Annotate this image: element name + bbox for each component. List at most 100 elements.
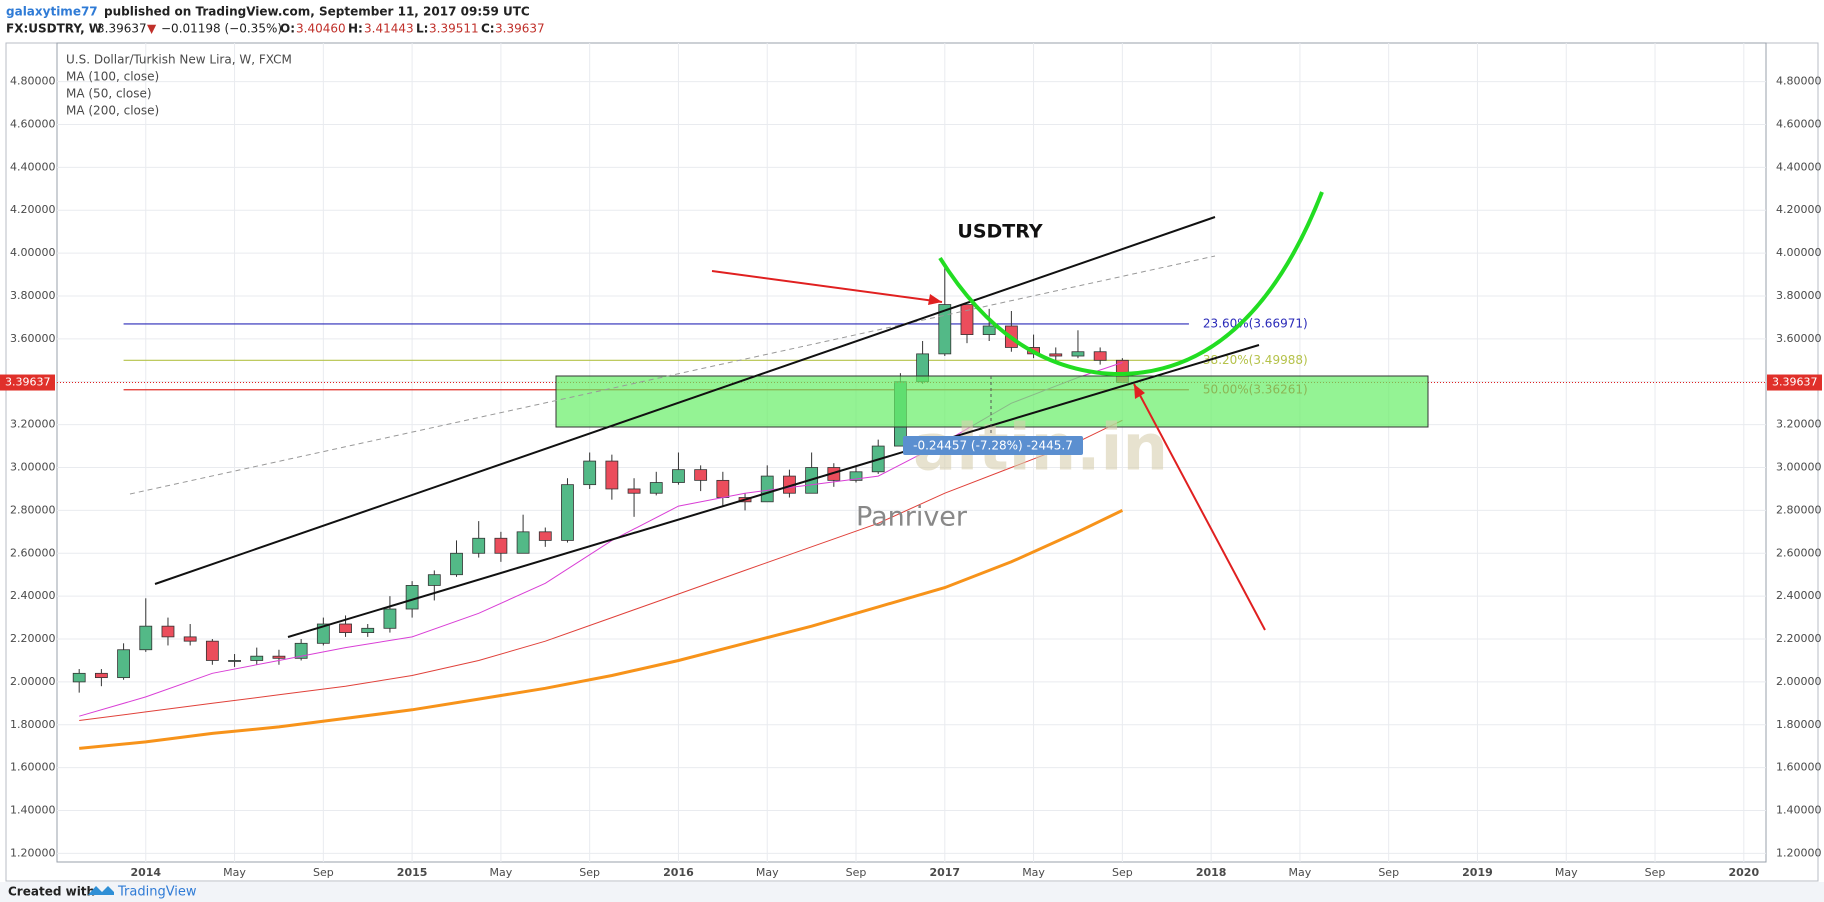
candle-body	[716, 479, 730, 498]
y-tick-label: 3.00000	[10, 461, 56, 474]
y-tick-label: 1.40000	[10, 804, 56, 817]
candle-body	[405, 585, 419, 610]
candle-body	[516, 531, 530, 554]
y-tick-label: 2.20000	[10, 632, 56, 645]
candle-body	[250, 655, 264, 661]
fib-label: 23.60%(3.66971)	[1203, 316, 1308, 330]
x-tick-label: Sep	[1378, 866, 1399, 879]
arrow-head	[1134, 384, 1145, 399]
y-tick-label: 1.60000	[1776, 761, 1822, 774]
candle-body	[139, 625, 153, 651]
watermark-sub: Panriver	[856, 502, 968, 533]
arrow-line	[711, 270, 943, 303]
y-tick-label: 3.60000	[10, 332, 56, 345]
last-price-label: 3.39637	[1772, 376, 1818, 389]
candle-body	[1093, 351, 1107, 361]
y-tick-label: 4.60000	[10, 117, 56, 130]
c: 3.39637	[495, 22, 545, 36]
author[interactable]: galaxytime77	[6, 5, 98, 19]
y-tick-label: 2.60000	[10, 546, 56, 559]
y-tick-label: 1.20000	[1776, 846, 1822, 859]
x-tick-label: 2014	[130, 866, 161, 879]
l-label: L:	[416, 22, 428, 36]
legend-entry: MA (100, close)	[66, 70, 159, 84]
candle-body	[339, 623, 352, 633]
y-tick-label: 4.20000	[1776, 203, 1822, 216]
y-tick-label: 1.80000	[10, 718, 56, 731]
candle-body	[361, 627, 375, 633]
x-tick-label: May	[223, 866, 246, 879]
candle-body	[982, 325, 996, 335]
y-tick-label: 2.40000	[1776, 589, 1822, 602]
candle-body	[316, 623, 330, 644]
y-tick-label: 4.00000	[1776, 246, 1822, 259]
candle-body	[161, 625, 175, 638]
x-tick-label: 2020	[1728, 866, 1759, 879]
zone-box	[555, 375, 1429, 428]
x-tick-label: May	[490, 866, 513, 879]
x-tick-label: Sep	[313, 866, 334, 879]
change: −0.01198 (−0.35%)	[161, 22, 282, 36]
published: published on TradingView.com, September …	[104, 5, 530, 19]
legend-entry: MA (200, close)	[66, 104, 159, 118]
footer-created: Created with	[8, 885, 95, 899]
plot-area	[56, 42, 1767, 863]
chart-title: U.S. Dollar/Turkish New Lira, W, FXCM	[66, 53, 292, 67]
h: 3.41443	[364, 22, 414, 36]
x-tick-label: 2017	[929, 866, 960, 879]
arrow: ▼	[147, 22, 157, 36]
candle-body	[72, 672, 86, 683]
candle-body	[649, 482, 663, 494]
candle-body	[383, 608, 397, 629]
x-tick-label: May	[1555, 866, 1578, 879]
y-tick-label: 4.80000	[1776, 75, 1822, 88]
y-tick-label: 4.40000	[10, 160, 56, 173]
o: 3.40460	[296, 22, 346, 36]
l: 3.39511	[429, 22, 479, 36]
legend: MA (100, close) MA (50, close) MA (200, cl…	[66, 70, 159, 118]
candle-body	[672, 469, 685, 483]
footer-bar	[0, 882, 1824, 902]
candle-body	[1049, 353, 1063, 357]
curve	[938, 191, 1324, 377]
candle-body	[272, 655, 286, 659]
x-tick-label: 2016	[663, 866, 694, 879]
x-tick-label: Sep	[579, 866, 600, 879]
candle-body	[760, 475, 774, 503]
measure-label: -0.24457 (-7.28%) -2445.7	[913, 439, 1073, 453]
legend-entry: MA (50, close)	[66, 87, 152, 101]
measure-box	[903, 436, 1083, 455]
y-tick-label: 2.80000	[1776, 503, 1822, 516]
logo	[88, 886, 114, 895]
c-label: C:	[481, 22, 495, 36]
candle-body	[538, 531, 552, 541]
x-tick-label: May	[756, 866, 779, 879]
y-tick-label: 4.20000	[10, 203, 56, 216]
candle-body	[1071, 351, 1085, 357]
y-tick-label: 2.00000	[1776, 675, 1822, 688]
x-tick-label: Sep	[846, 866, 867, 879]
y-tick-label: 1.80000	[1776, 718, 1822, 731]
y-tick-label: 4.60000	[1776, 117, 1822, 130]
h-label: H:	[348, 22, 363, 36]
y-tick-label: 2.60000	[1776, 546, 1822, 559]
y-tick-label: 3.20000	[10, 418, 56, 431]
candle-body	[561, 484, 574, 541]
candle-body	[205, 640, 219, 661]
ma-line	[79, 419, 1123, 721]
y-tick-label: 4.00000	[10, 246, 56, 259]
candle-body	[605, 460, 619, 490]
candle-body	[938, 304, 952, 355]
y-tick-label: 3.00000	[1776, 461, 1822, 474]
x-tick-label: Sep	[1112, 866, 1133, 879]
plot: 1.20000 1.20000 1.40000 1.40000 1.60000 1.600…	[0, 42, 1822, 879]
candle-body	[583, 460, 597, 486]
x-tick-label: Sep	[1645, 866, 1666, 879]
candle-body	[849, 471, 863, 481]
symbol-label: USDTRY	[957, 221, 1042, 243]
y-tick-label: 3.60000	[1776, 332, 1822, 345]
candle-body	[427, 574, 441, 586]
footer-brand[interactable]: TradingView	[117, 885, 197, 900]
